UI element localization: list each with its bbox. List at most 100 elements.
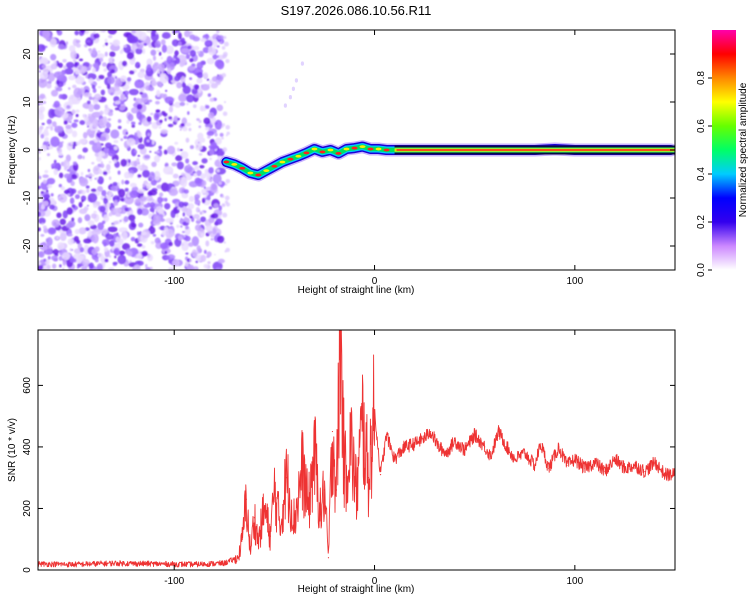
noise-speckle xyxy=(127,251,133,257)
snr-point xyxy=(313,452,316,454)
noise-speckle xyxy=(219,132,224,137)
noise-speckle xyxy=(87,192,98,203)
noise-speckle xyxy=(112,196,116,200)
noise-speckle xyxy=(223,35,227,40)
noise-speckle xyxy=(113,139,119,144)
noise-speckle xyxy=(79,120,86,125)
noise-speckle xyxy=(119,50,124,54)
noise-speckle xyxy=(168,266,175,270)
noise-speckle xyxy=(196,251,200,255)
noise-speckle xyxy=(200,37,207,43)
noise-speckle xyxy=(129,70,135,75)
noise-speckle xyxy=(225,124,231,130)
noise-speckle xyxy=(82,114,86,118)
noise-speckle xyxy=(88,78,94,84)
noise-speckle xyxy=(100,195,104,200)
noise-speckle xyxy=(128,173,134,179)
noise-speckle xyxy=(221,73,227,78)
noise-speckle xyxy=(136,43,144,50)
noise-speckle xyxy=(165,45,174,55)
noise-speckle xyxy=(180,176,188,188)
noise-speckle xyxy=(174,50,179,57)
noise-speckle xyxy=(158,82,163,88)
noise-speckle xyxy=(196,71,204,79)
noise-speckle xyxy=(40,181,50,191)
noise-speckle xyxy=(164,250,168,254)
noise-speckle xyxy=(164,226,169,231)
signal-hotspot xyxy=(327,148,334,152)
snr-point xyxy=(301,467,304,470)
noise-speckle xyxy=(65,61,75,69)
noise-speckle xyxy=(216,104,224,112)
noise-speckle xyxy=(174,141,179,145)
noise-speckle xyxy=(154,40,161,49)
noise-speckle xyxy=(130,107,138,114)
noise-speckle xyxy=(209,97,215,102)
noise-speckle xyxy=(78,138,87,144)
noise-speckle xyxy=(107,226,118,233)
noise-speckle xyxy=(216,35,224,41)
noise-speckle xyxy=(147,132,151,137)
noise-speckle xyxy=(46,264,51,270)
noise-speckle xyxy=(160,129,169,134)
noise-speckle xyxy=(146,64,152,72)
noise-speckle xyxy=(201,158,208,164)
spectrogram-x-tick-label: 0 xyxy=(372,276,378,287)
noise-speckle xyxy=(166,67,172,75)
noise-speckle xyxy=(207,93,212,97)
noise-speckle xyxy=(58,172,64,179)
noise-speckle xyxy=(205,225,214,232)
noise-speckle xyxy=(155,109,161,113)
snr-point xyxy=(654,461,656,463)
noise-speckle xyxy=(97,50,101,53)
spectrogram-x-tick-label: -100 xyxy=(164,276,184,287)
signal-hotspot xyxy=(319,150,326,154)
noise-speckle xyxy=(181,59,188,64)
spectrogram-faint-streak xyxy=(283,61,305,108)
noise-speckle xyxy=(96,141,101,148)
noise-speckle xyxy=(150,179,157,186)
noise-speckle xyxy=(195,219,201,224)
noise-speckle xyxy=(98,118,107,128)
noise-speckle xyxy=(86,204,90,207)
noise-speckle xyxy=(212,54,218,60)
noise-speckle xyxy=(168,188,179,196)
noise-speckle xyxy=(209,178,213,183)
snr-y-label: SNR (10 * v/v) xyxy=(7,418,18,482)
noise-speckle xyxy=(136,111,142,120)
noise-speckle xyxy=(113,221,119,225)
noise-speckle xyxy=(135,253,143,260)
noise-speckle xyxy=(204,197,207,201)
signal-hotspot xyxy=(223,160,230,164)
noise-speckle xyxy=(112,182,118,186)
noise-speckle xyxy=(56,212,62,219)
noise-speckle xyxy=(101,220,106,225)
noise-speckle xyxy=(38,217,46,225)
noise-speckle xyxy=(221,46,226,50)
noise-speckle xyxy=(118,136,120,139)
noise-speckle xyxy=(85,74,89,79)
noise-speckle xyxy=(50,136,60,148)
signal-hotspot xyxy=(231,163,238,166)
snr-y-ticks: 0 200 400 600 xyxy=(22,377,675,573)
noise-speckle xyxy=(117,170,121,175)
snr-point xyxy=(514,458,516,460)
noise-speckle xyxy=(164,202,171,210)
snr-point xyxy=(323,489,326,491)
noise-speckle xyxy=(152,55,157,61)
noise-speckle xyxy=(67,87,71,90)
snr-point xyxy=(153,563,155,565)
noise-speckle xyxy=(53,100,61,109)
noise-speckle xyxy=(96,185,104,192)
noise-speckle xyxy=(77,155,81,160)
noise-speckle xyxy=(43,227,49,234)
noise-speckle xyxy=(46,237,53,247)
noise-speckle xyxy=(58,152,63,157)
noise-speckle xyxy=(126,77,132,82)
noise-speckle xyxy=(38,185,41,190)
noise-speckle xyxy=(196,170,202,177)
noise-speckle xyxy=(112,261,118,265)
noise-speckle xyxy=(150,112,154,116)
snr-point xyxy=(474,434,476,436)
noise-speckle xyxy=(150,32,159,42)
